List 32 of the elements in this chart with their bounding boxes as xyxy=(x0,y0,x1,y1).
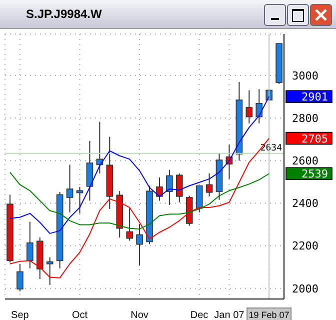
y-tick-label: 2200 xyxy=(292,240,318,253)
candlestick xyxy=(156,176,163,202)
text: 2705 xyxy=(302,132,328,146)
text: 2539 xyxy=(302,168,328,181)
candlestick xyxy=(206,172,213,197)
candlestick xyxy=(126,208,133,242)
candlestick xyxy=(166,169,173,206)
y-tick-label: 3000 xyxy=(292,69,318,82)
candlestick xyxy=(246,90,253,124)
x-tick-label: Nov xyxy=(130,310,148,320)
x-tick-label: Oct xyxy=(72,310,88,320)
line-series xyxy=(9,172,270,230)
candlestick xyxy=(176,172,183,203)
candlestick xyxy=(66,164,74,213)
y-tick-label: 2800 xyxy=(292,112,318,125)
x-tick-label: Jan 07 xyxy=(214,310,245,320)
x-tick-label: 19 Feb 07 xyxy=(248,310,290,320)
candlestick xyxy=(46,256,54,286)
candlestick xyxy=(256,88,263,124)
candlestick xyxy=(26,221,34,269)
x-tick-label: Dec xyxy=(190,310,208,320)
candlestick xyxy=(16,263,24,292)
y-tick-label: 2600 xyxy=(292,154,318,168)
x-tick-label: Sep xyxy=(11,310,30,320)
candlestick xyxy=(86,140,94,202)
text: 2901 xyxy=(302,90,328,104)
chart-title: S.JP.J9984.W xyxy=(26,7,102,21)
ref-line-label: 2634 xyxy=(260,143,282,154)
candlestick xyxy=(136,224,143,266)
y-tick-label: 2400 xyxy=(292,197,318,210)
y-tick-label: 2000 xyxy=(292,282,318,296)
candlestick xyxy=(196,185,203,213)
